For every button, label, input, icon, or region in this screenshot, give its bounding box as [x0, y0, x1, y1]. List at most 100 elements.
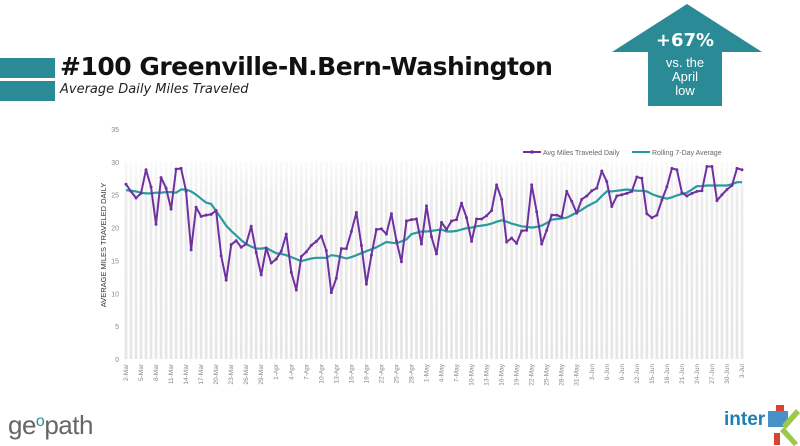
grid-stripe: [259, 161, 263, 359]
daily-miles-point: [334, 276, 338, 280]
daily-miles-point: [630, 189, 634, 193]
daily-miles-point: [199, 214, 203, 218]
grid-stripe: [640, 161, 644, 359]
grid-stripe: [625, 161, 629, 359]
daily-miles-point: [279, 249, 283, 253]
x-tick-label: 25-Apr: [393, 363, 400, 383]
daily-miles-point: [284, 232, 288, 236]
grid-stripe: [470, 161, 473, 359]
daily-miles-point: [740, 168, 744, 172]
grid-stripe: [720, 161, 724, 359]
grid-stripe: [289, 161, 293, 359]
grid-stripe: [660, 161, 664, 359]
daily-miles-point: [455, 218, 459, 222]
logo-o: o: [35, 413, 45, 430]
x-tick-label: 22-Apr: [378, 363, 385, 383]
daily-miles-point: [690, 191, 694, 195]
grid-stripe: [385, 161, 388, 359]
daily-miles-point: [590, 189, 594, 193]
daily-miles-point: [129, 189, 133, 193]
daily-miles-point: [269, 261, 273, 265]
grid-stripe: [380, 161, 383, 359]
daily-miles-point: [219, 254, 223, 258]
grid-stripe: [294, 161, 298, 359]
grid-stripe: [229, 161, 233, 359]
grid-stripe: [430, 161, 433, 359]
daily-miles-point: [209, 212, 213, 216]
daily-miles-point: [359, 243, 363, 247]
daily-miles-point: [329, 291, 333, 295]
y-tick-label: 35: [111, 127, 119, 134]
x-tick-label: 5-Mar: [138, 363, 145, 381]
daily-miles-point: [695, 189, 699, 193]
grid-stripe: [525, 161, 529, 359]
x-tick-label: 28-Apr: [408, 363, 415, 383]
daily-miles-point: [244, 242, 248, 246]
x-tick-label: 10-Apr: [318, 363, 325, 383]
daily-miles-point: [540, 242, 544, 246]
daily-miles-point: [605, 180, 609, 184]
grid-stripe: [224, 161, 228, 359]
x-tick-label: 1-Apr: [273, 363, 280, 380]
x-tick-label: 31-May: [574, 363, 581, 385]
daily-miles-point: [570, 199, 574, 203]
grid-stripe: [199, 161, 203, 359]
daily-miles-point: [625, 191, 629, 195]
y-tick-label: 0: [115, 357, 119, 364]
grid-stripe: [314, 161, 318, 359]
daily-miles-point: [309, 243, 313, 247]
daily-miles-point: [665, 185, 669, 189]
grid-stripe: [505, 161, 509, 359]
grid-stripe: [680, 161, 684, 359]
daily-miles-point: [585, 194, 589, 198]
grid-stripe: [730, 161, 734, 359]
grid-stripe: [735, 161, 739, 359]
daily-miles-line: [125, 165, 743, 294]
grid-stripe: [375, 161, 378, 359]
daily-miles-point: [615, 194, 619, 198]
grid-stripe: [550, 161, 554, 359]
grid-stripe: [560, 161, 564, 359]
daily-miles-point: [229, 243, 233, 247]
x-tick-label: 20-Mar: [213, 363, 220, 384]
grid-stripe: [480, 161, 483, 359]
grid-stripe: [535, 161, 539, 359]
grid-stripe: [520, 161, 524, 359]
grid-stripe: [159, 161, 163, 359]
daily-miles-point: [525, 228, 529, 232]
x-tick-label: 4-Apr: [288, 363, 295, 380]
daily-miles-point: [580, 197, 584, 201]
grid-stripe: [174, 161, 178, 359]
logo-text: path: [44, 410, 93, 440]
daily-miles-point: [450, 219, 454, 223]
grid-stripe: [665, 161, 669, 359]
daily-miles-point: [720, 193, 724, 197]
x-tick-label: 6-Jun: [604, 364, 611, 381]
x-tick-label: 10-May: [469, 363, 476, 385]
x-tick-label: 19-May: [514, 363, 521, 385]
grid-stripe: [279, 161, 283, 359]
grid-stripe: [495, 161, 499, 359]
x-tick-label: 24-Jun: [694, 364, 701, 384]
x-tick-label: 26-Mar: [243, 363, 250, 384]
line-chart: 0 5 10 15 20 25 30 35 2-Mar 5-Mar 8-Mar 11-Mar 14-M…: [99, 127, 746, 386]
daily-miles-point: [354, 210, 358, 214]
x-tick-label: 23-Mar: [228, 363, 235, 384]
grid-stripe: [254, 161, 258, 359]
y-tick-label: 25: [111, 193, 119, 200]
daily-miles-point: [159, 176, 163, 180]
daily-miles-point: [249, 224, 253, 228]
grid-stripe: [164, 161, 168, 359]
daily-miles-point: [239, 245, 243, 249]
x-tick-label: 13-Apr: [333, 363, 340, 383]
grid-stripe: [194, 161, 198, 359]
grid-stripe: [354, 161, 358, 359]
daily-miles-point: [429, 235, 433, 239]
daily-miles-point: [600, 169, 604, 173]
grid-stripe: [134, 161, 138, 359]
daily-miles-point: [595, 186, 599, 190]
daily-miles-point: [174, 167, 178, 171]
grid-stripe: [515, 161, 519, 359]
x-tick-label: 21-Jun: [679, 364, 686, 384]
x-tick-label: 16-Apr: [348, 363, 355, 383]
